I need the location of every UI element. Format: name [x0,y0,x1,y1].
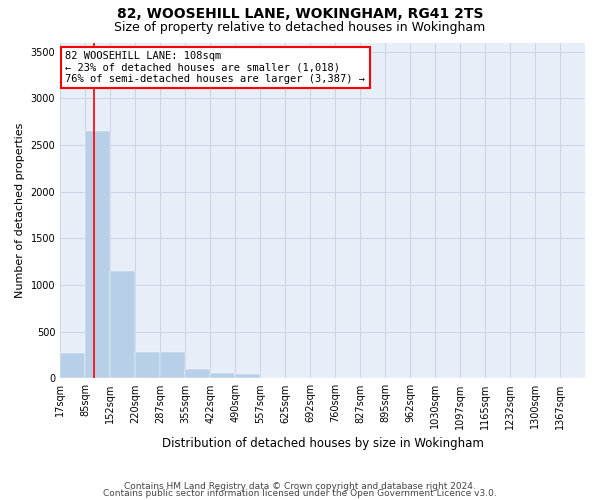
Bar [160,352,185,378]
X-axis label: Distribution of detached houses by size in Wokingham: Distribution of detached houses by size … [161,437,484,450]
Bar [60,352,85,378]
Bar [235,374,260,378]
Text: Size of property relative to detached houses in Wokingham: Size of property relative to detached ho… [115,21,485,34]
Text: 82 WOOSEHILL LANE: 108sqm
← 23% of detached houses are smaller (1,018)
76% of se: 82 WOOSEHILL LANE: 108sqm ← 23% of detac… [65,51,365,84]
Text: Contains HM Land Registry data © Crown copyright and database right 2024.: Contains HM Land Registry data © Crown c… [124,482,476,491]
Bar [85,131,110,378]
Bar [185,369,210,378]
Text: Contains public sector information licensed under the Open Government Licence v3: Contains public sector information licen… [103,490,497,498]
Bar [135,352,160,378]
Bar [110,271,135,378]
Y-axis label: Number of detached properties: Number of detached properties [15,122,25,298]
Bar [210,372,235,378]
Text: 82, WOOSEHILL LANE, WOKINGHAM, RG41 2TS: 82, WOOSEHILL LANE, WOKINGHAM, RG41 2TS [117,8,483,22]
